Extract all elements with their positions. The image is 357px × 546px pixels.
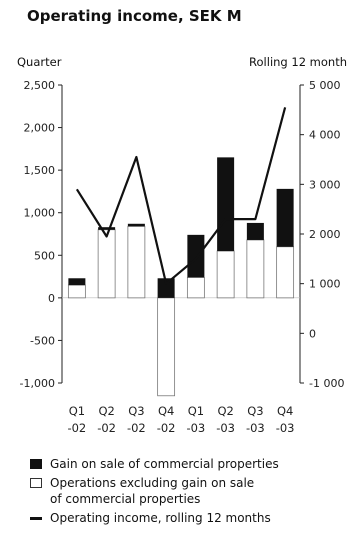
left-tick-label: -500 bbox=[30, 334, 55, 347]
left-tick-label: 1,500 bbox=[24, 164, 56, 177]
category-quarter-label: Q2 bbox=[217, 404, 233, 418]
category-year-label: -03 bbox=[186, 421, 205, 435]
gain-bar bbox=[68, 278, 86, 286]
right-tick-label: 4 000 bbox=[309, 129, 341, 142]
operations-bar bbox=[127, 225, 146, 299]
chart-title: Operating income, SEK M bbox=[27, 7, 242, 25]
category-quarter-label: Q3 bbox=[247, 404, 263, 418]
legend-label-operations-line1: Operations excluding gain on sale bbox=[50, 476, 255, 490]
operations-bar bbox=[216, 250, 235, 299]
right-tick-label: 3 000 bbox=[309, 178, 341, 191]
legend-item-rolling: Operating income, rolling 12 months bbox=[30, 510, 279, 526]
category-year-label: -03 bbox=[216, 421, 235, 435]
right-tick-label: -1 000 bbox=[309, 377, 344, 390]
legend: Gain on sale of commercial properties Op… bbox=[30, 456, 279, 529]
left-tick-label: 0 bbox=[48, 292, 55, 305]
category-year-label: -03 bbox=[276, 421, 295, 435]
operations-bar bbox=[186, 277, 205, 299]
legend-swatch-gain bbox=[30, 459, 42, 469]
gain-bar bbox=[187, 234, 205, 278]
gain-bar bbox=[217, 157, 235, 252]
operations-bar bbox=[157, 297, 176, 397]
category-year-label: -03 bbox=[246, 421, 265, 435]
operations-bar bbox=[97, 229, 116, 299]
rolling-12-month-line bbox=[75, 107, 287, 285]
legend-item-gain: Gain on sale of commercial properties bbox=[30, 456, 279, 472]
operations-bar bbox=[276, 246, 295, 299]
left-tick-label: 2,000 bbox=[24, 122, 56, 135]
legend-swatch-rolling bbox=[30, 517, 42, 520]
category-year-label: -02 bbox=[67, 421, 86, 435]
gain-bar bbox=[127, 223, 145, 227]
legend-label-operations: Operations excluding gain on sale of com… bbox=[50, 475, 254, 507]
gain-bar bbox=[157, 278, 175, 298]
left-tick-label: 1,000 bbox=[24, 207, 56, 220]
legend-label-rolling: Operating income, rolling 12 months bbox=[50, 511, 271, 525]
legend-label-gain: Gain on sale of commercial properties bbox=[50, 457, 279, 471]
right-tick-label: 5 000 bbox=[309, 79, 341, 92]
right-axis-label: Rolling 12 month bbox=[249, 55, 347, 69]
legend-item-operations: Operations excluding gain on sale of com… bbox=[30, 475, 279, 507]
right-tick-label: 2 000 bbox=[309, 228, 341, 241]
category-year-label: -02 bbox=[157, 421, 176, 435]
category-quarter-label: Q4 bbox=[158, 404, 174, 418]
category-quarter-label: Q2 bbox=[98, 404, 114, 418]
category-quarter-label: Q1 bbox=[69, 404, 85, 418]
category-year-label: -02 bbox=[127, 421, 146, 435]
gain-bar bbox=[98, 227, 116, 230]
chart-area: 2,500 2,000 1,500 1,000 500 0 -500 -1,000 5 000 4… bbox=[20, 79, 345, 435]
operations-bar bbox=[246, 239, 265, 299]
legend-label-operations-line2: of commercial properties bbox=[50, 492, 201, 506]
left-tick-label: 500 bbox=[34, 249, 55, 262]
operations-bar bbox=[67, 284, 86, 299]
category-quarter-label: Q4 bbox=[277, 404, 293, 418]
gain-bar bbox=[246, 222, 264, 240]
right-tick-label: 0 bbox=[309, 327, 316, 340]
left-tick-label: 2,500 bbox=[24, 79, 56, 92]
legend-swatch-operations bbox=[30, 478, 42, 488]
left-tick-label: -1,000 bbox=[20, 377, 55, 390]
right-tick-label: 1 000 bbox=[309, 278, 341, 291]
category-year-label: -02 bbox=[97, 421, 116, 435]
category-quarter-label: Q1 bbox=[188, 404, 204, 418]
category-quarter-label: Q3 bbox=[128, 404, 144, 418]
left-axis-label: Quarter bbox=[17, 55, 62, 69]
gain-bar bbox=[276, 188, 294, 247]
